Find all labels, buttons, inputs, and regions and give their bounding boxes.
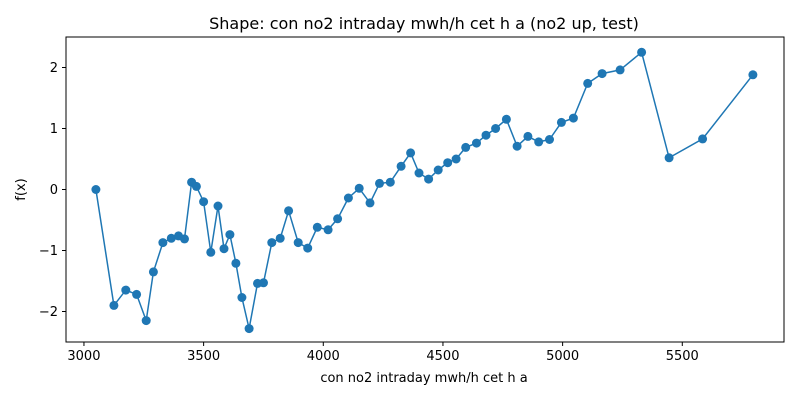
data-point [275,233,285,243]
data-point [664,153,674,163]
data-point [132,289,142,299]
y-tick-label: 0 [50,183,58,198]
data-point [303,243,313,253]
x-tick-label: 4000 [307,349,340,364]
data-point [244,324,254,334]
data-point [259,278,268,288]
data-point [637,47,647,57]
data-point [219,244,229,254]
data-point [293,238,303,248]
data-point [343,193,353,203]
data-point [523,131,533,141]
data-point [109,300,119,310]
data-point [206,247,216,257]
data-point [91,185,101,194]
data-point [312,222,322,232]
data-series [91,47,758,334]
y-tick-label: −2 [39,305,58,320]
data-point [323,225,333,235]
data-point [267,238,277,248]
data-point [148,267,158,277]
x-axis-label: con no2 intraday mwh/h cet h a [320,371,527,386]
x-tick-label: 4500 [426,349,459,364]
x-tick-label: 3500 [187,349,220,364]
data-point [284,206,294,216]
data-point [191,181,201,191]
data-point [396,161,406,171]
x-axis: 3000 3500 4000 4500 5000 5500 [67,342,699,364]
data-point [583,78,593,88]
data-point [414,168,424,178]
x-tick-label: 5000 [546,349,579,364]
chart-title: Shape: con no2 intraday mwh/h cet h a (n… [209,14,639,33]
data-point [501,114,511,124]
data-point [534,137,544,147]
data-point [698,134,708,144]
data-point [141,316,151,326]
y-tick-label: −1 [39,244,58,259]
data-point [333,214,343,224]
data-point [491,124,501,133]
data-point [231,258,241,268]
data-point [180,234,189,244]
data-point [354,183,364,193]
data-point [225,230,235,240]
data-point [424,174,434,184]
data-point [568,113,578,123]
data-point [375,178,384,188]
x-tick-label: 3000 [67,349,100,364]
data-point [512,141,522,151]
data-point [365,198,375,208]
data-point [556,117,566,127]
data-point [158,238,168,248]
y-tick-label: 2 [50,61,58,76]
data-point [472,138,481,148]
data-point [615,65,625,75]
data-point [406,148,416,158]
data-point [451,154,461,164]
data-point [443,158,453,168]
y-axis-label: f(x) [14,178,29,200]
data-point [433,165,443,175]
data-point [597,69,607,79]
y-tick-label: 1 [50,122,58,137]
data-point [461,142,471,152]
plot-frame [65,36,785,343]
data-point [166,233,176,243]
x-tick-label: 5500 [666,349,699,364]
data-point [545,135,554,144]
data-point [237,293,247,302]
data-point [748,70,758,80]
data-point [481,130,491,140]
y-axis: −2 −1 0 1 2 [39,61,66,320]
data-point [385,177,395,187]
data-point [121,285,131,295]
data-point [213,201,223,211]
data-point [199,197,209,207]
